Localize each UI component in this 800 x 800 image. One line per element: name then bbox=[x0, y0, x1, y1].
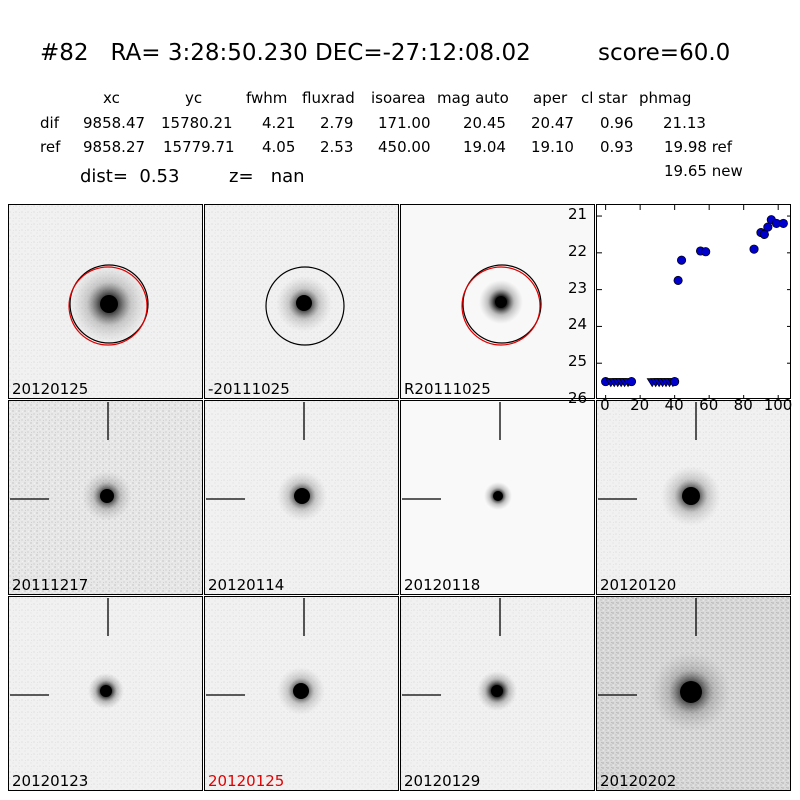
stamp-label: R20111025 bbox=[404, 380, 491, 398]
col-xc: xc bbox=[103, 89, 120, 107]
col-phmag: phmag bbox=[639, 89, 692, 107]
stamp-new: 20120125 bbox=[8, 204, 203, 399]
magnitude-point bbox=[670, 377, 680, 387]
row-dif-xc: 9858.47 bbox=[83, 114, 146, 132]
stamp-epoch: 20120118 bbox=[400, 400, 595, 595]
row-ref-fwhm: 4.05 bbox=[262, 138, 296, 156]
col-isoarea: isoarea bbox=[371, 89, 426, 107]
row-ref-xc: 9858.27 bbox=[83, 138, 146, 156]
row-ref-label: ref bbox=[40, 138, 61, 156]
y-tick-label: 22 bbox=[568, 241, 588, 260]
stamp-label: 20120120 bbox=[600, 576, 677, 594]
row-ref-isoarea: 450.00 bbox=[378, 138, 431, 156]
magnitude-point bbox=[778, 218, 788, 228]
row-dif-yc: 15780.21 bbox=[161, 114, 233, 132]
candidate-title: #82 RA= 3:28:50.230 DEC=-27:12:08.02 bbox=[40, 40, 531, 66]
stamp-label: 20120123 bbox=[12, 772, 89, 790]
y-tick-label: 25 bbox=[568, 352, 588, 371]
magnitude-point bbox=[677, 255, 687, 265]
y-tick-label: 23 bbox=[568, 278, 588, 297]
row-ref-fluxrad: 2.53 bbox=[320, 138, 354, 156]
row-ref-phmag: 19.98 ref bbox=[664, 138, 733, 156]
magnitude-point bbox=[626, 377, 637, 387]
stamp-label: 20120129 bbox=[404, 772, 481, 790]
magnitude-point bbox=[673, 275, 683, 285]
row-dif-phmag: 21.13 bbox=[663, 114, 706, 132]
x-tick-label: 0 bbox=[600, 396, 610, 414]
y-tick-label: 24 bbox=[568, 315, 588, 334]
magnitude-point bbox=[749, 244, 759, 254]
magnitude-point bbox=[701, 247, 711, 257]
row-dif-isoarea: 171.00 bbox=[378, 114, 431, 132]
col-mag-auto: mag auto bbox=[437, 89, 509, 107]
x-tick-label: 80 bbox=[733, 396, 753, 414]
stamp-diff: -20111025 bbox=[204, 204, 399, 399]
light-curve-panel bbox=[596, 204, 791, 399]
x-tick-label: 40 bbox=[664, 396, 684, 414]
stamp-label: 20111217 bbox=[12, 576, 89, 594]
col-fwhm: fwhm bbox=[246, 89, 288, 107]
stamp-epoch: 20120123 bbox=[8, 596, 203, 791]
z-value: z= nan bbox=[229, 166, 305, 187]
row-dif-aper: 20.47 bbox=[531, 114, 574, 132]
row-ref-yc: 15779.71 bbox=[163, 138, 235, 156]
dist-value: dist= 0.53 bbox=[80, 166, 180, 187]
stamp-label-highlighted: 20120125 bbox=[208, 772, 285, 790]
y-tick-label: 21 bbox=[568, 205, 588, 224]
row-ref-aper: 19.10 bbox=[531, 138, 574, 156]
stamp-label: -20111025 bbox=[208, 380, 290, 398]
light-curve-chart bbox=[597, 205, 790, 398]
stamp-label: 20120125 bbox=[12, 380, 89, 398]
stamp-epoch: 20120202 bbox=[596, 596, 791, 791]
col-yc: yc bbox=[185, 89, 203, 107]
stamp-epoch: 20120125 bbox=[204, 596, 399, 791]
x-tick-label: 60 bbox=[699, 396, 719, 414]
stamp-epoch: 20120114 bbox=[204, 400, 399, 595]
row-dif-label: dif bbox=[40, 114, 59, 132]
col-cl-star: cl star bbox=[581, 89, 628, 107]
col-fluxrad: fluxrad bbox=[302, 89, 355, 107]
row-dif-cl-star: 0.96 bbox=[600, 114, 634, 132]
x-tick-label: 100 bbox=[763, 396, 793, 414]
magnitude-point bbox=[759, 229, 769, 239]
row-ref-mag-auto: 19.04 bbox=[463, 138, 506, 156]
magnitude-point bbox=[763, 222, 773, 232]
stamp-ref: R20111025 bbox=[400, 204, 595, 399]
stamp-epoch: 20120129 bbox=[400, 596, 595, 791]
col-aper: aper bbox=[533, 89, 568, 107]
row-dif-mag-auto: 20.45 bbox=[463, 114, 506, 132]
new-phmag: 19.65 new bbox=[664, 162, 743, 180]
stamp-label: 20120202 bbox=[600, 772, 677, 790]
stamp-epoch: 20111217 bbox=[8, 400, 203, 595]
y-tick-label: 26 bbox=[568, 389, 588, 407]
score-label: score=60.0 bbox=[598, 40, 731, 66]
row-dif-fluxrad: 2.79 bbox=[320, 114, 354, 132]
x-tick-label: 20 bbox=[630, 396, 650, 414]
stamp-epoch: 20120120 bbox=[596, 400, 791, 595]
stamp-label: 20120118 bbox=[404, 576, 481, 594]
stamp-label: 20120114 bbox=[208, 576, 285, 594]
row-ref-cl-star: 0.93 bbox=[600, 138, 634, 156]
row-dif-fwhm: 4.21 bbox=[262, 114, 296, 132]
